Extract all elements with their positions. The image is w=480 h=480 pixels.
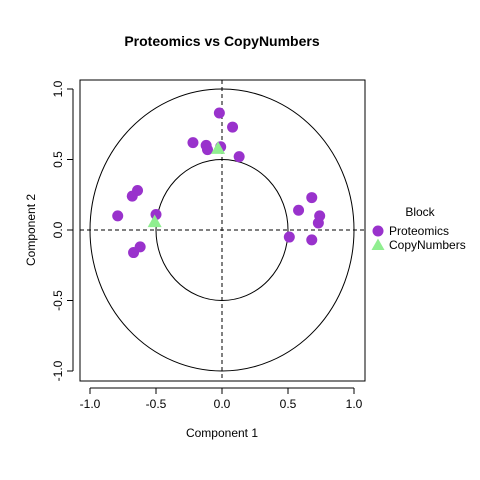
point-copynumbers	[211, 141, 226, 154]
point-proteomics	[312, 217, 324, 229]
data-points	[112, 107, 326, 259]
x-tick-label: 0.0	[214, 397, 231, 411]
point-proteomics	[112, 210, 124, 222]
legend-marker-proteomics	[372, 225, 384, 237]
x-tick-label: -0.5	[146, 397, 167, 411]
point-proteomics	[126, 190, 138, 202]
x-axis-label: Component 1	[186, 426, 258, 440]
legend: Block Proteomics CopyNumbers	[371, 205, 466, 252]
y-tick-label: 1.0	[51, 80, 65, 97]
y-tick-label: 0.5	[51, 151, 65, 168]
x-tick-label: -1.0	[80, 397, 101, 411]
legend-marker-copynumbers	[371, 238, 385, 250]
point-proteomics	[306, 234, 318, 246]
point-copynumbers	[147, 214, 162, 228]
legend-label-proteomics: Proteomics	[389, 224, 449, 238]
reference-lines	[80, 80, 365, 381]
y-tick-label: 0.0	[51, 221, 65, 238]
y-axis-label: Component 2	[24, 194, 38, 266]
x-tick-label: 0.5	[280, 397, 297, 411]
x-axis: -1.0 -0.5 0.0 0.5 1.0	[80, 387, 363, 411]
legend-label-copynumbers: CopyNumbers	[389, 238, 466, 252]
point-proteomics	[306, 192, 318, 204]
legend-title: Block	[405, 205, 435, 219]
point-proteomics	[293, 204, 305, 216]
chart-title: Proteomics vs CopyNumbers	[124, 33, 319, 49]
y-tick-label: -1.0	[51, 360, 65, 381]
point-proteomics	[201, 144, 213, 156]
point-proteomics	[227, 121, 239, 133]
point-proteomics	[134, 241, 146, 253]
point-proteomics	[213, 107, 225, 119]
point-proteomics	[187, 137, 199, 149]
y-tick-label: -0.5	[51, 290, 65, 311]
point-proteomics	[283, 231, 295, 243]
point-proteomics	[233, 151, 245, 163]
x-tick-label: 1.0	[346, 397, 363, 411]
y-axis: -1.0 -0.5 0.0 0.5 1.0	[51, 80, 74, 381]
